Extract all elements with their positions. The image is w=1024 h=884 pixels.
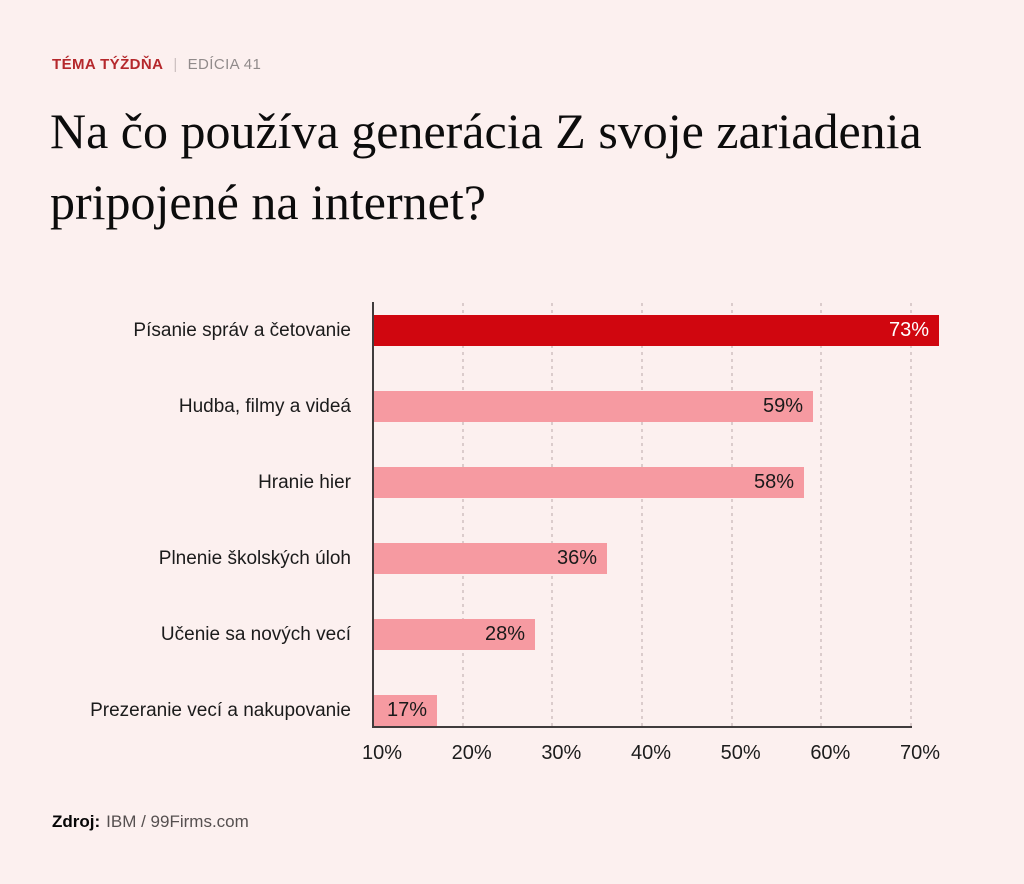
source-value: IBM / 99Firms.com	[106, 812, 249, 831]
x-tick-label: 20%	[451, 742, 492, 764]
bar: 58%	[374, 467, 804, 498]
y-axis-line	[372, 302, 374, 728]
x-tick-label: 70%	[899, 742, 941, 764]
gridline	[910, 303, 912, 727]
x-tick-label: 40%	[630, 742, 672, 764]
page-title: Na čo používa generácia Z svoje zariaden…	[50, 103, 922, 230]
kicker-row: TÉMA TÝŽDŇA | EDÍCIA 41	[52, 56, 261, 73]
category-label: Hranie hier	[258, 472, 351, 493]
category-label: Učenie sa nových vecí	[160, 624, 351, 645]
bar-value-label: 17%	[386, 699, 427, 721]
source-note: Zdroj: IBM / 99Firms.com	[52, 812, 249, 832]
bar: 36%	[374, 543, 607, 574]
bar: 28%	[374, 619, 535, 650]
gridline	[461, 303, 464, 727]
source-label: Zdroj:	[52, 812, 101, 831]
category-label: Hudba, filmy a videá	[178, 396, 351, 417]
bar-value-label: 36%	[556, 547, 597, 569]
x-tick-label: 10%	[361, 742, 403, 764]
gridline	[730, 303, 733, 727]
gridline	[551, 303, 554, 727]
gridline	[820, 303, 823, 727]
bar: 73%	[374, 315, 939, 346]
category-label: Plnenie školských úloh	[158, 548, 351, 569]
x-axis-line	[372, 726, 912, 728]
x-tick-label: 50%	[720, 742, 761, 764]
bar-value-label: 58%	[753, 471, 794, 493]
kicker-label: TÉMA TÝŽDŇA	[52, 56, 164, 73]
edition-label: EDÍCIA 41	[187, 56, 262, 73]
category-label: Prezeranie vecí a nakupovanie	[90, 700, 351, 721]
bar: 17%	[374, 695, 437, 726]
bar-value-label: 59%	[762, 395, 803, 417]
x-tick-label: 60%	[810, 742, 851, 764]
gridline	[641, 303, 643, 727]
category-label: Písanie správ a četovanie	[133, 320, 351, 341]
x-tick-label: 30%	[541, 742, 582, 764]
bar-value-label: 28%	[484, 623, 525, 645]
bar-value-label: 73%	[888, 319, 929, 341]
kicker-divider: |	[173, 56, 178, 73]
bar: 59%	[374, 391, 813, 422]
